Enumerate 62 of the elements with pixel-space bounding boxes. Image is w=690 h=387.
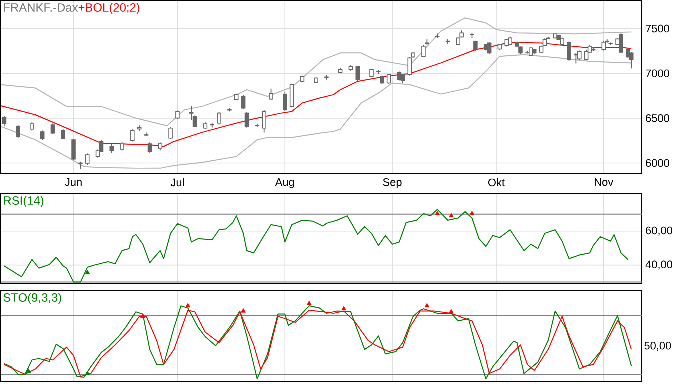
y-tick-label: 7500 (646, 24, 670, 33)
candlestick (130, 129, 135, 142)
x-tick-label: Nov (595, 178, 614, 186)
chart-title: FRANKF.-Dax (4, 4, 78, 12)
candlestick (356, 66, 360, 82)
candlestick (400, 74, 406, 84)
candlestick (262, 110, 266, 134)
x-tick-label: Jul (170, 178, 184, 187)
point (85, 270, 90, 274)
point (448, 309, 454, 314)
text: STO(9,3,3) (4, 293, 62, 304)
candlestick (217, 112, 222, 126)
point (470, 211, 475, 216)
candlestick (148, 142, 152, 154)
candlestick (629, 52, 634, 70)
line-series (0, 54, 632, 169)
y-tick-label: 6000 (646, 159, 670, 168)
candlestick (422, 44, 426, 58)
candlestick (110, 144, 114, 154)
line-series (0, 42, 632, 148)
candlestick (78, 161, 83, 170)
x-tick-label: Sep (383, 178, 402, 188)
text: +BOL(20;2) (78, 3, 140, 14)
candlestick (269, 88, 274, 101)
point (435, 211, 440, 216)
candlestick (386, 74, 392, 85)
point (306, 300, 312, 306)
candlestick (578, 50, 582, 61)
point (186, 303, 191, 308)
y-tick-label: 7000 (646, 70, 670, 78)
point (241, 308, 246, 313)
point (26, 368, 32, 373)
candlestick (619, 33, 624, 54)
candlestick (241, 95, 246, 110)
candlestick (2, 116, 7, 128)
point (342, 306, 346, 311)
y-tick-label: 6500 (646, 114, 670, 122)
candlestick (50, 123, 56, 136)
candlestick (16, 124, 20, 139)
y-tick-label: 40,00 (646, 260, 673, 270)
candlestick (487, 42, 492, 54)
candlestick (244, 112, 250, 128)
x-tick-label: Aug (275, 178, 294, 188)
text: RSI(14) (4, 196, 44, 208)
point (85, 370, 90, 376)
candlestick (85, 153, 90, 166)
x-tick-label: Okt (488, 178, 505, 187)
candlestick (61, 129, 66, 140)
line-series (4, 209, 629, 283)
candlestick (72, 138, 76, 161)
point (140, 314, 146, 318)
candlestick (602, 40, 606, 52)
candlestick (290, 83, 294, 108)
candlestick (40, 130, 45, 140)
line-series (0, 18, 632, 127)
candlestick (567, 41, 572, 62)
x-tick-label: Jun (65, 178, 82, 186)
point (424, 303, 430, 308)
point (448, 213, 454, 218)
candlestick (282, 92, 288, 112)
text: 50,00 (644, 342, 672, 352)
y-tick-label: 60,00 (646, 226, 673, 236)
